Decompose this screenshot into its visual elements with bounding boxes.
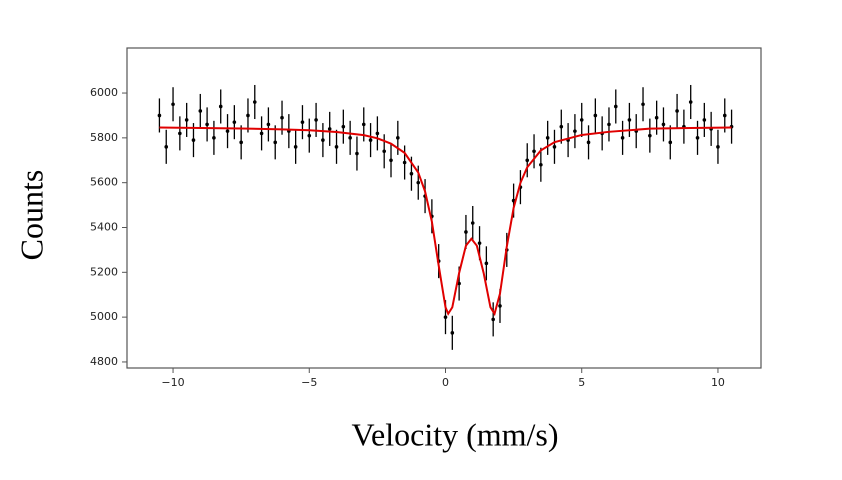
data-point	[321, 138, 325, 142]
data-point	[300, 120, 305, 124]
data-point	[307, 133, 312, 138]
data-point	[293, 145, 298, 149]
data-point	[525, 158, 530, 163]
data-point	[661, 122, 666, 127]
data-point	[334, 145, 339, 149]
data-point	[191, 138, 196, 142]
data-point	[341, 124, 346, 129]
data-point	[198, 109, 203, 113]
data-point	[348, 136, 352, 140]
data-point	[266, 122, 271, 127]
data-point	[259, 131, 264, 136]
data-point	[654, 115, 659, 120]
data-point	[327, 127, 332, 131]
data-point	[484, 261, 489, 266]
data-point	[382, 149, 386, 154]
data-point	[552, 145, 557, 149]
data-point	[157, 113, 162, 118]
data-point	[314, 118, 318, 122]
x-tick-label: −10	[161, 376, 184, 389]
y-axis-label: Counts	[13, 170, 49, 261]
data-point	[218, 104, 223, 109]
data-point	[416, 180, 421, 185]
x-tick-label: 5	[578, 376, 585, 389]
plot-frame	[126, 47, 762, 369]
y-tick-label: 5600	[90, 176, 118, 189]
data-point	[389, 158, 393, 163]
data-point	[477, 241, 482, 245]
data-point	[184, 118, 189, 122]
x-tick-label: 10	[711, 376, 725, 389]
y-tick-label: 4800	[90, 355, 118, 368]
data-point	[464, 230, 468, 234]
data-point	[498, 304, 502, 308]
data-point	[716, 145, 720, 149]
x-tick-label: −5	[301, 376, 317, 389]
data-point	[545, 136, 550, 140]
data-point	[532, 149, 536, 154]
data-point	[559, 124, 564, 129]
data-point	[668, 140, 673, 145]
data-point	[246, 113, 250, 118]
data-point	[579, 118, 584, 122]
data-point	[613, 104, 618, 109]
data-point	[688, 100, 693, 104]
data-point	[171, 102, 175, 107]
data-point	[573, 129, 577, 133]
data-point	[252, 100, 257, 104]
y-tick-label: 5800	[90, 131, 118, 144]
data-point	[627, 118, 632, 122]
data-point	[402, 160, 407, 165]
data-point	[593, 113, 598, 118]
fit-line	[159, 126, 732, 317]
data-point	[443, 315, 448, 319]
data-point	[620, 136, 625, 140]
data-point	[280, 115, 284, 120]
data-point	[648, 133, 652, 138]
data-point	[702, 118, 707, 122]
y-tick-label: 6000	[90, 86, 118, 99]
y-tick-label: 5400	[90, 220, 118, 233]
data-point	[586, 140, 591, 145]
y-tick-label: 5200	[90, 265, 118, 278]
x-axis-label: Velocity (mm/s)	[351, 416, 558, 452]
data-point	[355, 151, 359, 156]
y-tick-label: 5000	[90, 310, 118, 323]
data-point	[722, 113, 727, 118]
data-point	[675, 109, 679, 113]
data-point	[273, 140, 278, 145]
data-point	[539, 162, 543, 167]
data-point	[178, 131, 182, 136]
data-point	[450, 331, 455, 335]
data-point	[396, 136, 400, 140]
data-point	[375, 131, 380, 136]
data-point	[641, 102, 645, 107]
data-point	[470, 221, 475, 225]
data-point	[695, 136, 700, 140]
x-tick-label: 0	[442, 376, 449, 389]
data-point	[164, 145, 169, 149]
data-point	[212, 136, 216, 140]
data-point	[361, 122, 366, 127]
data-point	[239, 140, 243, 145]
data-point	[368, 138, 373, 142]
data-point	[607, 122, 611, 127]
data-point	[409, 171, 414, 176]
data-point	[205, 122, 209, 127]
data-point	[232, 120, 237, 124]
data-point	[491, 317, 495, 322]
data-point	[225, 129, 230, 133]
